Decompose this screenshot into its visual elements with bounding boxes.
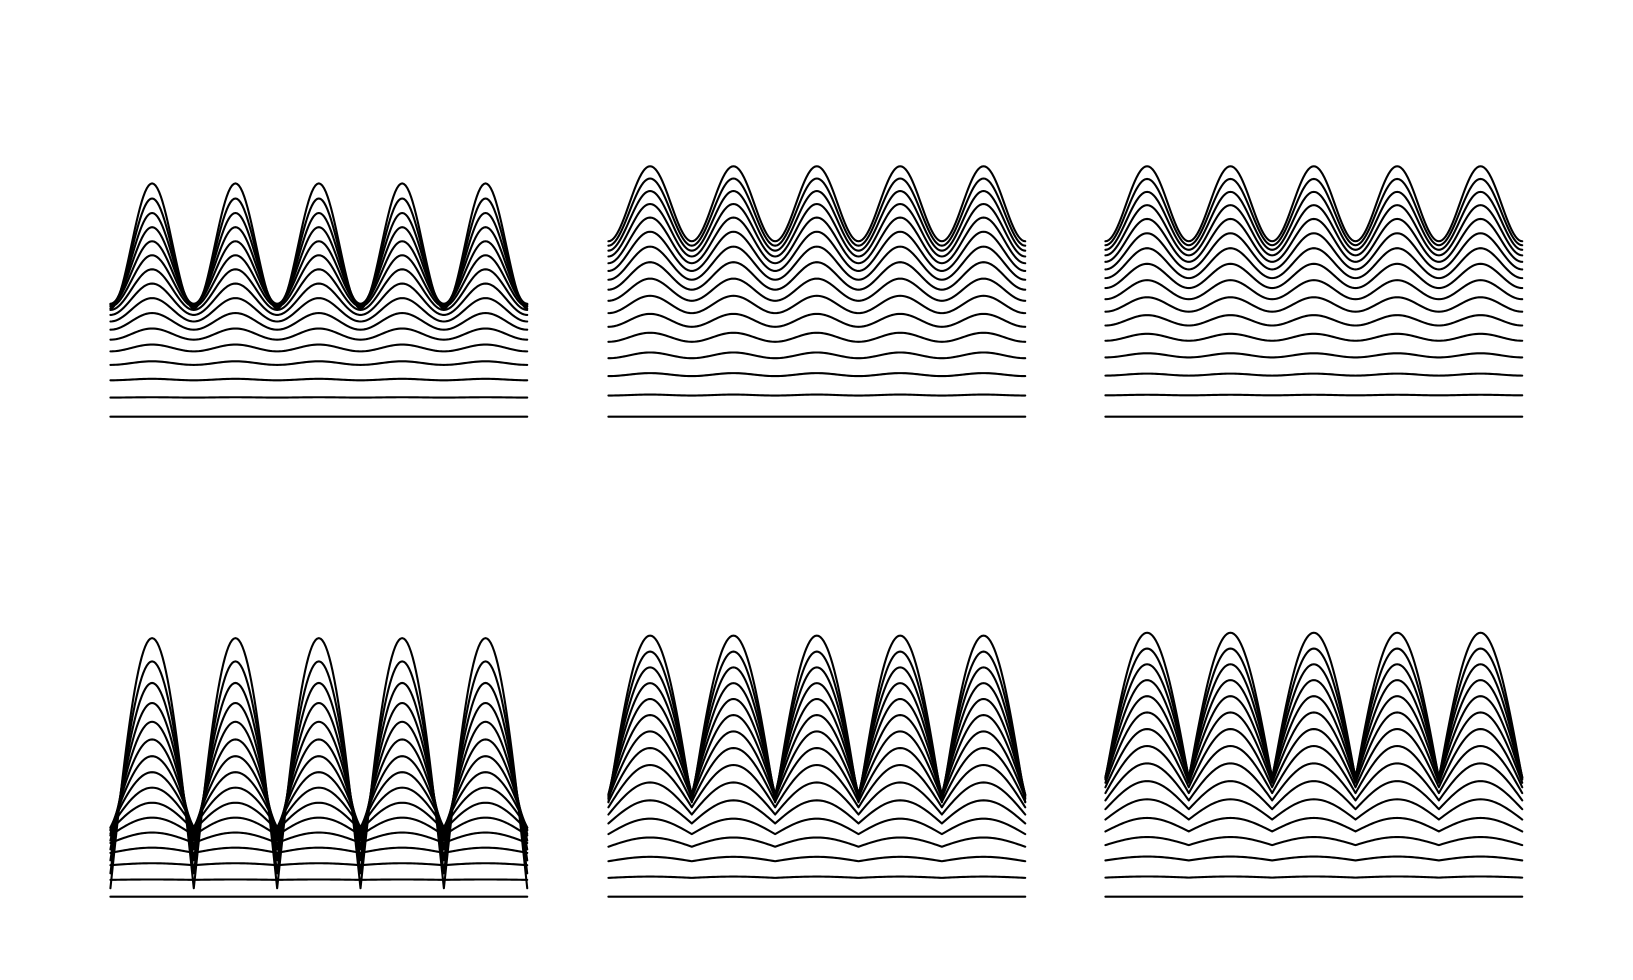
wave-line: [1106, 729, 1523, 787]
wave-line: [1106, 179, 1523, 245]
wave-line: [1106, 799, 1523, 819]
wave-panel: [100, 520, 538, 940]
wave-line: [608, 279, 1025, 301]
wave-line: [1106, 395, 1523, 396]
wave-line: [110, 863, 527, 865]
wave-line: [110, 833, 527, 843]
wave-line: [1106, 297, 1523, 311]
wave-line: [1106, 374, 1523, 376]
grid-cell: [100, 520, 538, 940]
wave-line: [608, 373, 1025, 376]
wave-panel: [1095, 40, 1533, 460]
wave-line: [1106, 633, 1523, 779]
wave-line: [608, 296, 1025, 313]
wave-line: [1106, 219, 1523, 262]
wave-pattern-canvas: [0, 0, 1633, 980]
wave-line: [608, 800, 1025, 823]
wave-line: [110, 848, 527, 853]
wave-line: [1106, 857, 1523, 861]
wave-line: [608, 395, 1025, 396]
wave-line: [110, 298, 527, 321]
wave-line: [110, 379, 527, 380]
wave-line: [110, 329, 527, 340]
wave-line: [608, 218, 1025, 264]
wave-line: [608, 178, 1025, 245]
wave-line: [110, 227, 527, 304]
wave-line: [608, 838, 1025, 847]
wave-panel: [1095, 520, 1533, 940]
wave-line: [110, 313, 527, 330]
wave-line: [608, 262, 1025, 289]
wave-line: [608, 782, 1025, 814]
pattern-grid: [0, 0, 1633, 980]
grid-cell: [1095, 40, 1533, 460]
grid-cell: [598, 40, 1036, 460]
wave-line: [1106, 264, 1523, 288]
wave-line: [608, 232, 1025, 271]
wave-line: [1106, 315, 1523, 325]
wave-line: [1106, 334, 1523, 341]
wave-line: [110, 361, 527, 365]
grid-cell: [1095, 520, 1533, 940]
wave-line: [1106, 818, 1523, 832]
wave-line: [1106, 876, 1523, 877]
wave-line: [110, 638, 527, 888]
wave-line: [608, 877, 1025, 878]
wave-line: [608, 314, 1025, 327]
grid-cell: [598, 520, 1036, 940]
grid-cell: [100, 40, 538, 460]
wave-line: [1106, 837, 1523, 845]
wave-line: [608, 819, 1025, 834]
wave-line: [110, 345, 527, 352]
wave-line: [608, 352, 1025, 358]
wave-panel: [598, 520, 1036, 940]
wave-line: [608, 333, 1025, 342]
wave-line: [1106, 746, 1523, 793]
wave-line: [608, 748, 1025, 802]
wave-line: [608, 857, 1025, 861]
wave-panel: [598, 40, 1036, 460]
wave-panel: [100, 40, 538, 460]
wave-line: [1106, 353, 1523, 357]
